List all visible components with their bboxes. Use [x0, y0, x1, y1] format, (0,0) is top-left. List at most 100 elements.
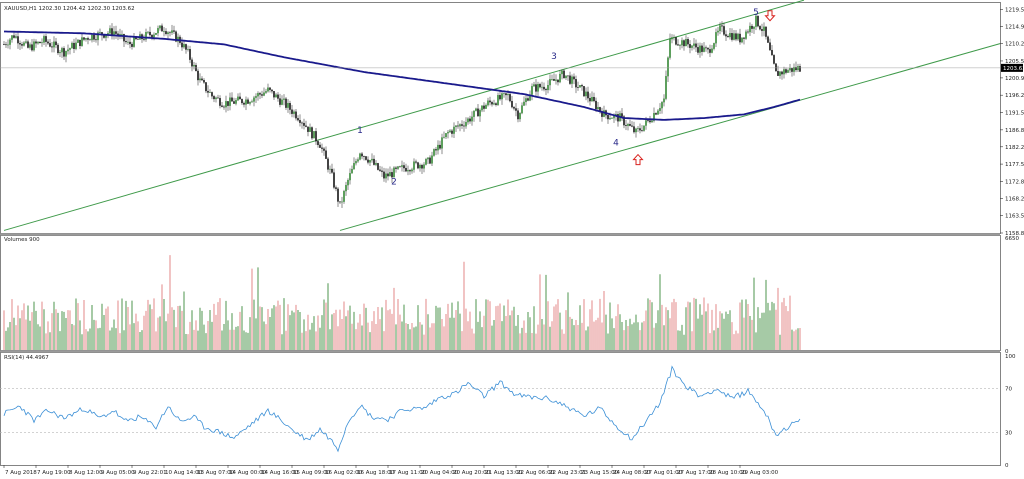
candle-bull: [355, 161, 357, 164]
candle-bull: [493, 103, 495, 105]
candle-bear: [129, 41, 131, 45]
candle-bear: [47, 41, 49, 44]
candle-bear: [223, 106, 225, 108]
candle-bull: [163, 31, 165, 32]
candle-bull: [497, 95, 499, 106]
candle-bear: [305, 125, 307, 127]
time-tick-label: 15 Aug 09:00: [293, 470, 331, 476]
candle-bear: [365, 156, 367, 160]
candle-bear: [625, 125, 627, 126]
rsi-pane[interactable]: 100 70 30 0 RSI(14) 44.4967: [0, 354, 1016, 469]
candle-bull: [571, 76, 573, 84]
candle-bear: [311, 127, 313, 139]
candle-bull: [427, 157, 429, 160]
time-tick-label: 20 Aug 04:00: [421, 470, 459, 476]
candle-bull: [667, 57, 669, 77]
candle-bear: [649, 120, 651, 123]
candle-bear: [319, 144, 321, 148]
candle-bull: [523, 101, 525, 106]
candle-bear: [289, 103, 291, 110]
rsi-tick-label: 30: [1005, 430, 1012, 436]
candle-bear: [63, 48, 65, 57]
candle-bull: [525, 98, 527, 103]
price-tick-label: 1163.50: [1005, 214, 1024, 220]
candle-bull: [85, 38, 87, 40]
candle-bull: [715, 32, 717, 44]
candle-bear: [739, 33, 741, 43]
price-tick-label: 1177.50: [1005, 162, 1024, 168]
candle-bull: [711, 48, 713, 53]
candle-bull: [187, 49, 189, 50]
time-tick-label: 22 Aug 06:00: [517, 470, 555, 476]
candle-bull: [183, 44, 185, 48]
candle-bear: [677, 44, 679, 46]
candle-bear: [203, 80, 205, 83]
candle-bull: [199, 78, 201, 81]
candle-bull: [33, 41, 35, 51]
candle-bear: [299, 120, 301, 123]
price-pane[interactable]: 1219.50 1214.90 1210.20 1205.50 1200.90 1196.…: [0, 0, 1024, 237]
candle-bear: [439, 144, 441, 149]
candle-bear: [633, 126, 635, 133]
candle-bear: [269, 87, 271, 90]
candle-bear: [271, 89, 273, 92]
candle-bear: [515, 108, 517, 111]
candle-bull: [551, 79, 553, 80]
candle-bear: [207, 90, 209, 93]
candle-bear: [243, 102, 245, 105]
candle-bear: [489, 100, 491, 103]
candle-bull: [431, 155, 433, 164]
candle-bull: [679, 45, 681, 46]
candle-bear: [247, 99, 249, 104]
channel-lines[interactable]: [3, 0, 1001, 231]
candle-bull: [257, 93, 259, 97]
candle-bull: [713, 43, 715, 49]
candle-bear: [149, 31, 151, 36]
price-tick-label: 1172.80: [1005, 179, 1024, 185]
volume-pane-title: Volumes 900: [4, 237, 40, 243]
candle-bull: [453, 126, 455, 134]
candle-bear: [543, 86, 545, 90]
candle-bear: [799, 66, 801, 72]
candle-bear: [705, 47, 707, 49]
candle-bull: [471, 116, 473, 122]
candle-bear: [617, 114, 619, 122]
candle-bull: [155, 32, 157, 35]
time-tick-label: 23 Aug 15:00: [581, 470, 619, 476]
candle-bull: [669, 39, 671, 58]
candle-bear: [57, 44, 59, 54]
candle-bear: [143, 38, 145, 40]
candle-bull: [501, 93, 503, 100]
candle-bull: [481, 105, 483, 111]
candle-bear: [581, 85, 583, 87]
candle-bear: [49, 43, 51, 47]
volume-pane[interactable]: 6650 0 Volumes 900: [3, 236, 1019, 355]
candle-bear: [279, 98, 281, 105]
candle-bull: [467, 118, 469, 123]
candle-bear: [17, 36, 19, 44]
candle-bear: [233, 101, 235, 104]
candle-bull: [81, 37, 83, 47]
candle-bear: [333, 172, 335, 188]
candle-bull: [793, 67, 795, 72]
time-tick-label: 14 Aug 16:00: [261, 470, 299, 476]
candle-bull: [401, 165, 403, 167]
price-tick-label: 1182.20: [1005, 145, 1024, 151]
candle-bear: [239, 96, 241, 100]
candle-bull: [737, 33, 739, 40]
candle-bear: [723, 26, 725, 35]
candle-bull: [359, 153, 361, 160]
wave-labels: 1 2 3 4 5: [357, 8, 759, 187]
candle-bear: [21, 44, 23, 46]
rsi-pane-title: RSI(14) 44.4967: [4, 355, 49, 361]
time-tick-label: 20 Aug 20:00: [453, 470, 491, 476]
candle-bear: [621, 113, 623, 117]
candle-bear: [751, 25, 753, 29]
candle-bull: [755, 15, 757, 27]
candle-bear: [539, 83, 541, 88]
candle-bull: [559, 73, 561, 83]
candle-bear: [95, 39, 97, 41]
candle-bear: [3, 44, 5, 45]
current-price-label: 1203.62: [1003, 66, 1024, 72]
